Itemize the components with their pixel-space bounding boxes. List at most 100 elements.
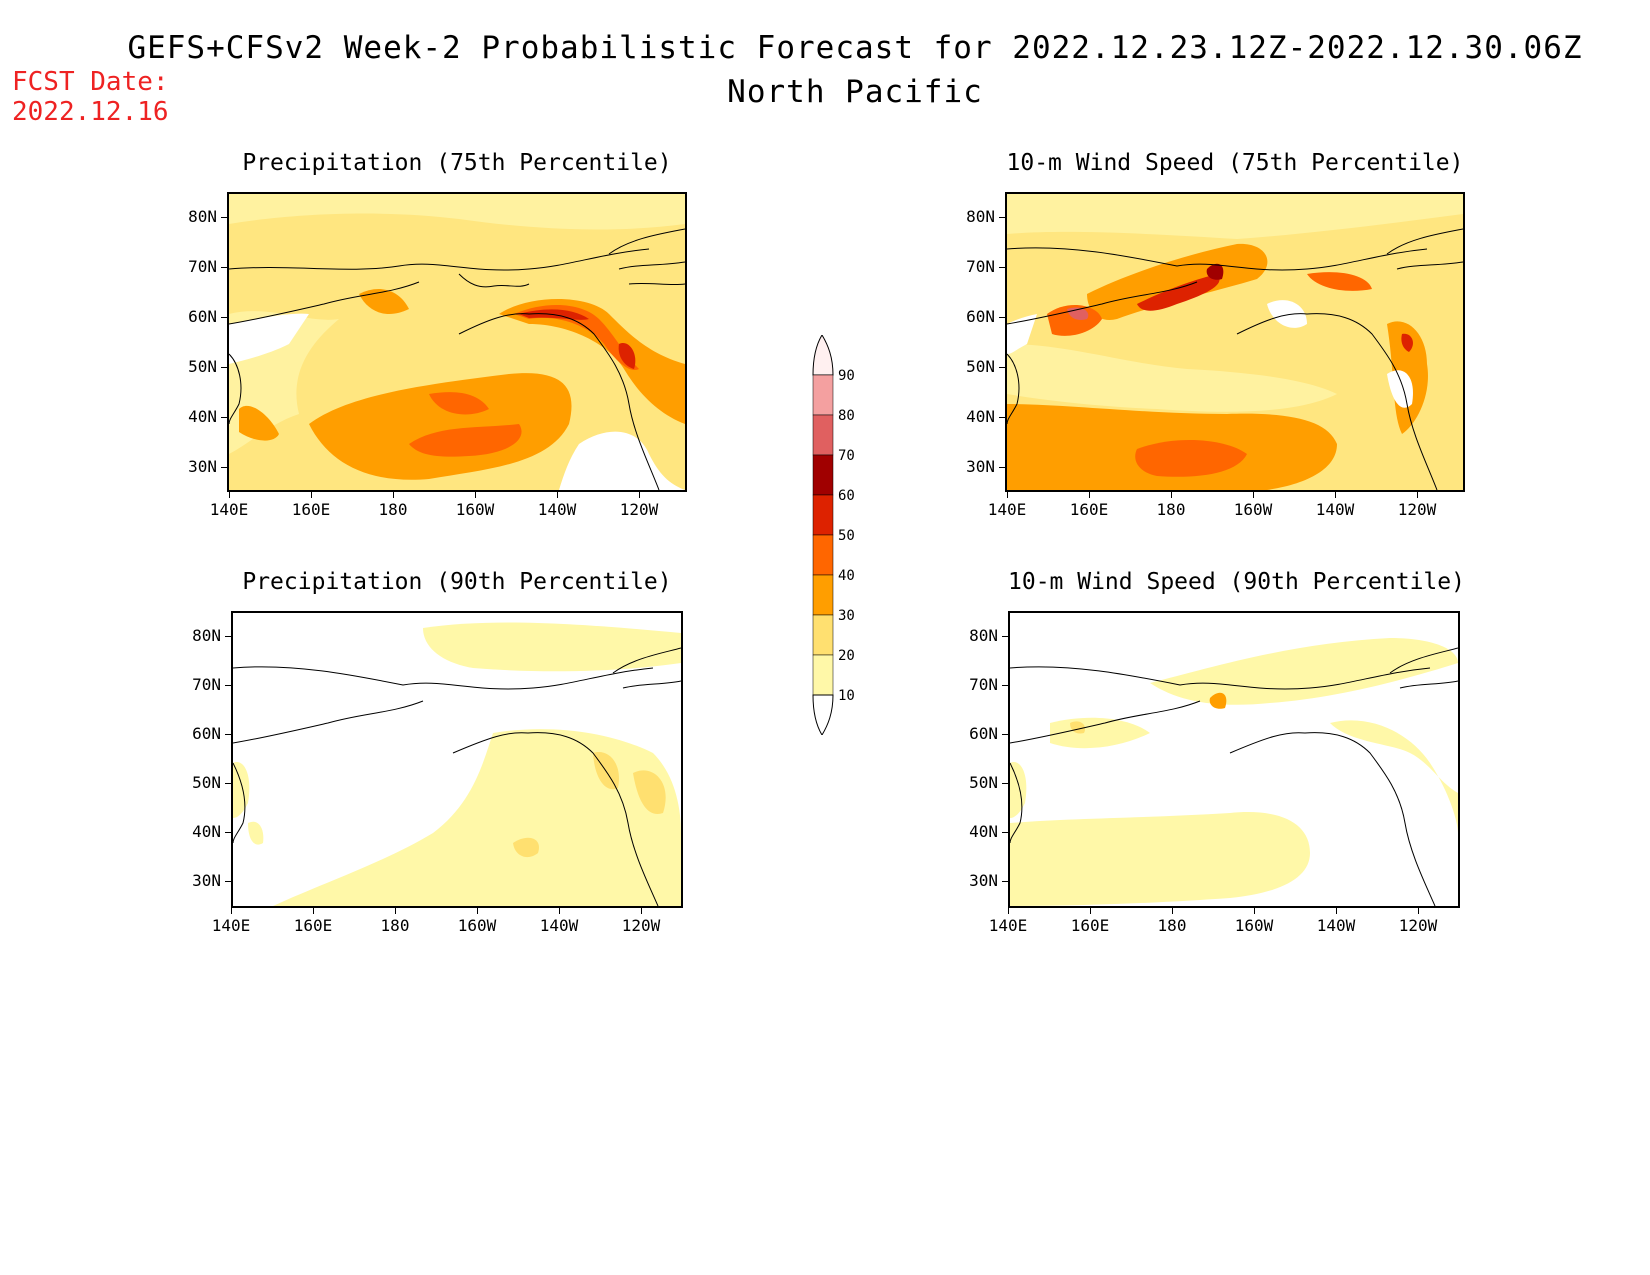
panel-precip-90: Precipitation (90th Percentile) 80N 70N 60… xyxy=(192,569,683,935)
longitude-tick xyxy=(1335,492,1336,498)
longitude-tick xyxy=(1254,908,1255,914)
longitude-tick xyxy=(475,492,476,498)
longitude-label: 120W xyxy=(619,500,659,519)
longitude-label: 160W xyxy=(455,500,495,519)
longitude-tick xyxy=(1008,908,1009,914)
latitude-label: 30N xyxy=(188,457,217,476)
latitude-label: 70N xyxy=(966,257,995,276)
latitude-label: 50N xyxy=(188,357,217,376)
wind-75-field xyxy=(1007,194,1463,490)
latitude-tick xyxy=(1002,881,1008,882)
longitude-tick xyxy=(1171,492,1172,498)
longitude-label: 140E xyxy=(209,500,249,519)
longitude-tick xyxy=(1089,492,1090,498)
longitude-label: 140E xyxy=(987,500,1027,519)
latitude-label: 50N xyxy=(966,357,995,376)
latitude-label: 30N xyxy=(969,871,998,890)
longitude-tick xyxy=(477,908,478,914)
latitude-label: 60N xyxy=(188,307,217,326)
map-wind-75 xyxy=(1005,192,1465,492)
colorbar-label: 20 xyxy=(838,648,855,664)
latitude-label: 50N xyxy=(969,773,998,792)
longitude-tick xyxy=(1336,908,1337,914)
longitude-label: 160E xyxy=(291,500,331,519)
latitude-tick xyxy=(1002,685,1008,686)
wind-90-field xyxy=(1010,613,1458,906)
longitude-label: 120W xyxy=(621,916,661,935)
map-wind-90 xyxy=(1008,611,1460,908)
panel-title: Precipitation (75th Percentile) xyxy=(242,150,672,176)
longitude-tick xyxy=(557,492,558,498)
panel-title: 10-m Wind Speed (90th Percentile) xyxy=(1008,569,1465,595)
latitude-label: 40N xyxy=(969,822,998,841)
longitude-tick xyxy=(1172,908,1173,914)
panel-precip-75: Precipitation (75th Percentile) 80N 70N 60… xyxy=(188,150,687,519)
latitude-label: 40N xyxy=(192,822,221,841)
latitude-tick xyxy=(225,881,231,882)
latitude-tick xyxy=(999,417,1005,418)
latitude-tick xyxy=(225,685,231,686)
latitude-tick xyxy=(221,417,227,418)
longitude-tick xyxy=(311,492,312,498)
latitude-tick xyxy=(1002,832,1008,833)
latitude-tick xyxy=(221,467,227,468)
longitude-label: 160W xyxy=(1233,500,1273,519)
longitude-tick xyxy=(639,492,640,498)
forecast-title: GEFS+CFSv2 Week-2 Probabilistic Forecast… xyxy=(127,30,1583,66)
longitude-label: 140W xyxy=(537,500,577,519)
colorbar: 90 80 70 60 50 40 30 20 10 xyxy=(808,335,868,735)
longitude-label: 140W xyxy=(1315,500,1355,519)
longitude-label: 180 xyxy=(378,500,408,519)
longitude-label: 180 xyxy=(380,916,410,935)
latitude-label: 60N xyxy=(966,307,995,326)
precip-90-field xyxy=(233,613,681,906)
colorbar-label: 40 xyxy=(838,568,855,584)
latitude-tick xyxy=(225,832,231,833)
colorbar-label: 80 xyxy=(838,408,855,424)
latitude-tick xyxy=(999,317,1005,318)
fcst-date-label: FCST Date: xyxy=(12,67,169,97)
longitude-label: 180 xyxy=(1157,916,1187,935)
latitude-label: 70N xyxy=(192,675,221,694)
longitude-label: 160E xyxy=(1069,500,1109,519)
panel-wind-90: 10-m Wind Speed (90th Percentile) 80N 70N… xyxy=(969,569,1465,935)
longitude-label: 160W xyxy=(1234,916,1274,935)
latitude-label: 60N xyxy=(192,724,221,743)
latitude-tick xyxy=(999,367,1005,368)
precip-75-field xyxy=(229,194,685,490)
fcst-date-value: 2022.12.16 xyxy=(12,97,169,127)
colorbar-label: 30 xyxy=(838,608,855,624)
latitude-label: 70N xyxy=(969,675,998,694)
panel-title: Precipitation (90th Percentile) xyxy=(242,569,672,595)
latitude-label: 30N xyxy=(192,871,221,890)
latitude-tick xyxy=(999,467,1005,468)
latitude-tick xyxy=(999,217,1005,218)
latitude-tick xyxy=(1002,636,1008,637)
region-title: North Pacific xyxy=(727,74,983,110)
longitude-label: 160E xyxy=(293,916,333,935)
longitude-tick xyxy=(229,492,230,498)
latitude-tick xyxy=(1002,734,1008,735)
longitude-label: 160E xyxy=(1070,916,1110,935)
colorbar-label: 10 xyxy=(838,688,855,704)
colorbar-label: 50 xyxy=(838,528,855,544)
longitude-tick xyxy=(1417,492,1418,498)
latitude-label: 40N xyxy=(966,407,995,426)
latitude-label: 30N xyxy=(966,457,995,476)
longitude-tick xyxy=(393,492,394,498)
longitude-label: 140E xyxy=(211,916,251,935)
colorbar-swatches xyxy=(812,335,834,735)
latitude-label: 80N xyxy=(966,207,995,226)
longitude-label: 180 xyxy=(1156,500,1186,519)
panel-wind-75: 10-m Wind Speed (75th Percentile) 80N xyxy=(966,150,1465,519)
longitude-tick xyxy=(559,908,560,914)
latitude-tick xyxy=(221,367,227,368)
longitude-label: 160W xyxy=(457,916,497,935)
colorbar-label: 90 xyxy=(838,368,855,384)
longitude-label: 120W xyxy=(1397,500,1437,519)
colorbar-label: 60 xyxy=(838,488,855,504)
map-precip-90 xyxy=(231,611,683,908)
panel-title: 10-m Wind Speed (75th Percentile) xyxy=(1006,150,1464,176)
latitude-label: 40N xyxy=(188,407,217,426)
map-precip-75 xyxy=(227,192,687,492)
